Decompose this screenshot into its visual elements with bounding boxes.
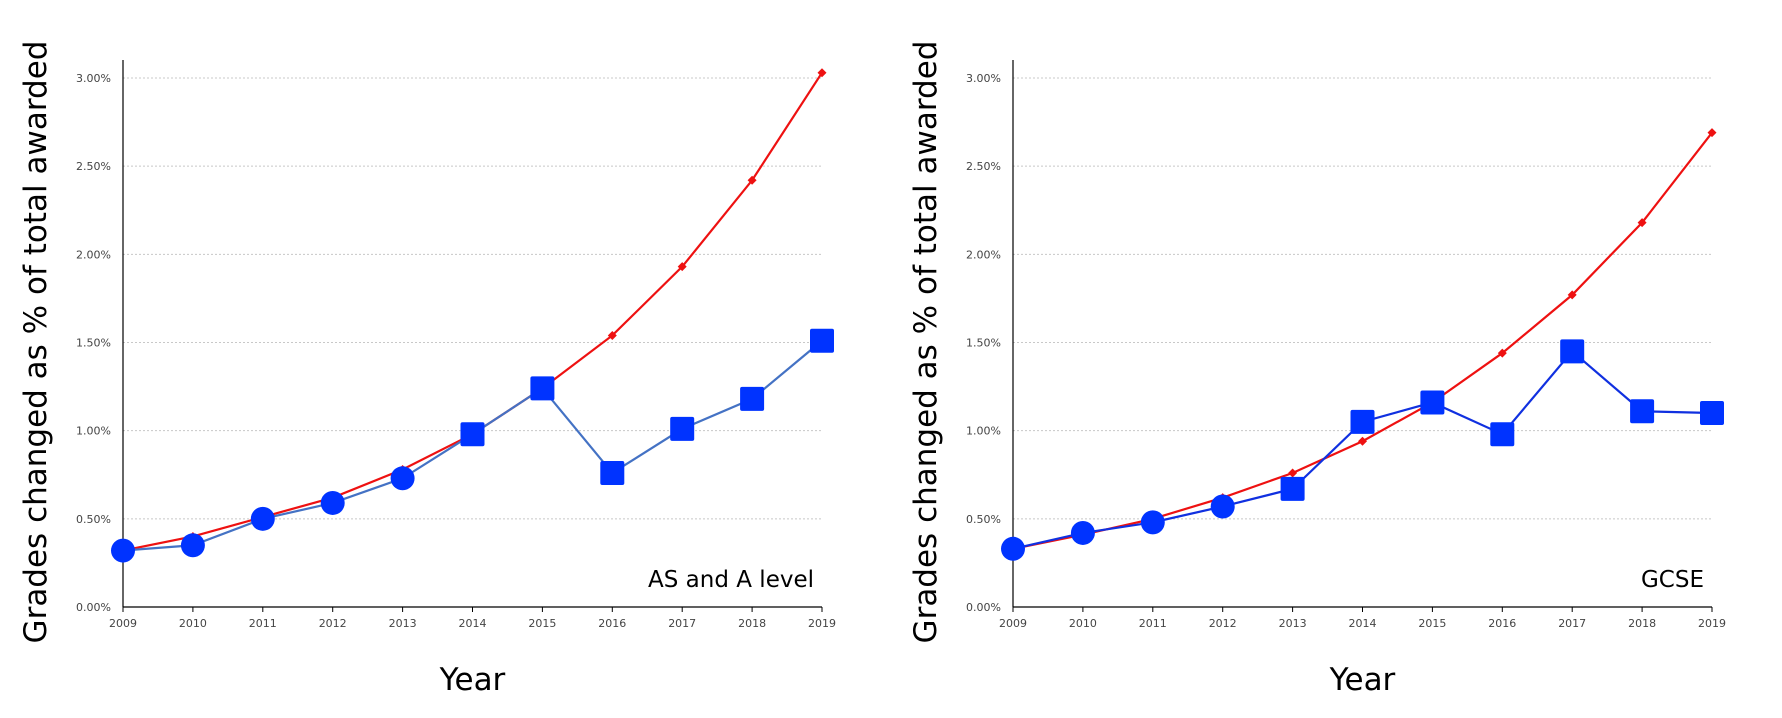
y-tick-label: 3.00%: [966, 72, 1001, 85]
actual-point: [1490, 422, 1515, 447]
x-tick-label: 2017: [1558, 617, 1586, 630]
x-tick-label: 2010: [1069, 617, 1097, 630]
x-tick-label: 2012: [319, 617, 347, 630]
x-tick-label: 2012: [1209, 617, 1237, 630]
x-tick-label: 2019: [808, 617, 836, 630]
trend-point: [607, 330, 617, 340]
actual-point: [1420, 390, 1445, 415]
x-tick-label: 2011: [1139, 617, 1167, 630]
x-tick-label: 2009: [109, 617, 137, 630]
y-tick-label: 0.00%: [76, 601, 111, 614]
trend-point: [817, 68, 827, 78]
actual-point: [810, 328, 834, 353]
actual-point: [1560, 339, 1585, 364]
panel-label: GCSE: [1641, 567, 1704, 593]
y-tick-label: 1.00%: [76, 425, 111, 438]
y-tick-label: 0.00%: [966, 601, 1001, 614]
actual-point: [1630, 399, 1655, 424]
x-tick-label: 2018: [1628, 617, 1656, 630]
chart-gcse: 0.00% 0.50% 1.00% 1.50% 2.00% 2.50% 3.00% 2009 2…: [908, 41, 1726, 698]
actual-point: [180, 533, 205, 558]
series-line-trend: [1012, 131, 1713, 550]
x-tick-label: 2014: [459, 617, 487, 630]
actual-point: [1001, 536, 1025, 561]
series-line-trend: [122, 72, 823, 552]
x-axis-title: Year: [439, 662, 506, 698]
y-tick-label: 0.50%: [966, 513, 1001, 526]
panel-label: AS and A level: [648, 567, 814, 593]
trend-point: [1637, 218, 1647, 228]
actual-point: [670, 416, 695, 441]
y-tick-label: 2.50%: [76, 160, 111, 173]
y-axis-title: Grades changed as % of total awarded: [908, 41, 944, 644]
actual-point: [600, 460, 625, 485]
trend-point: [1707, 128, 1717, 138]
trend-point: [747, 175, 757, 185]
actual-point: [530, 376, 555, 401]
actual-point: [460, 422, 485, 447]
x-tick-label: 2010: [179, 617, 207, 630]
actual-point: [1700, 401, 1724, 426]
trend-point: [1567, 290, 1577, 300]
y-tick-label: 0.50%: [76, 513, 111, 526]
trend-point: [1358, 436, 1367, 446]
x-tick-label: 2018: [738, 617, 766, 630]
y-tick-label: 3.00%: [76, 72, 111, 85]
y-tick-label: 2.00%: [76, 248, 111, 261]
x-tick-label: 2015: [528, 617, 556, 630]
actual-point: [320, 490, 345, 515]
x-tick-label: 2016: [598, 617, 626, 630]
y-axis-title: Grades changed as % of total awarded: [18, 41, 54, 644]
y-tick-label: 1.50%: [966, 337, 1001, 350]
actual-point: [390, 466, 415, 491]
x-tick-label: 2013: [1279, 617, 1307, 630]
x-tick-label: 2019: [1698, 617, 1726, 630]
x-tick-label: 2016: [1488, 617, 1516, 630]
actual-point: [740, 386, 765, 411]
x-tick-label: 2017: [668, 617, 696, 630]
actual-point: [1140, 510, 1165, 535]
actual-point: [1210, 494, 1235, 519]
trend-point: [677, 262, 687, 272]
actual-point: [1070, 520, 1095, 545]
trend-point: [1288, 468, 1298, 478]
x-tick-label: 2015: [1418, 617, 1446, 630]
x-tick-label: 2013: [389, 617, 417, 630]
y-tick-label: 1.50%: [76, 337, 111, 350]
x-tick-label: 2009: [999, 617, 1027, 630]
y-tick-label: 2.00%: [966, 248, 1001, 261]
x-tick-label: 2014: [1349, 617, 1377, 630]
y-tick-label: 2.50%: [966, 160, 1001, 173]
x-axis-title: Year: [1329, 662, 1396, 698]
actual-point: [111, 538, 135, 563]
actual-point: [250, 506, 275, 531]
chart-as-a-level: 0.00% 0.50% 1.00% 1.50% 2.00% 2.50% 3.00% 2009 2…: [18, 41, 836, 698]
trend-point: [1497, 348, 1507, 358]
actual-point: [1280, 476, 1305, 501]
actual-point: [1350, 409, 1375, 434]
y-tick-label: 1.00%: [966, 425, 1001, 438]
x-tick-label: 2011: [249, 617, 277, 630]
